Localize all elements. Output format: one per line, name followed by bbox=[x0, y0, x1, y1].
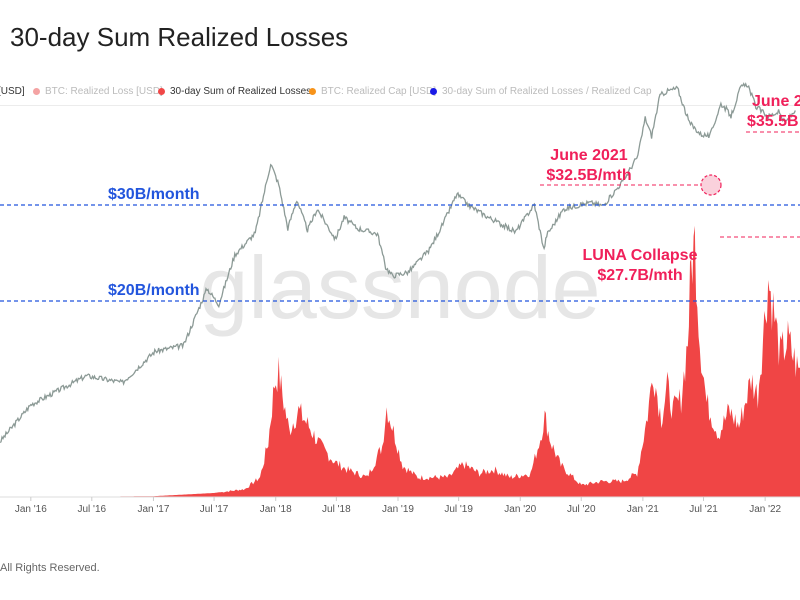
annotations-layer: June 2021 $32.5B/mth LUNA Collapse $27.7B/m… bbox=[540, 93, 800, 284]
loss-area-layer bbox=[0, 225, 800, 498]
x-tick-label-11: Jul '21 bbox=[689, 504, 718, 515]
june-2021-value: $32.5B/mth bbox=[546, 167, 631, 184]
price-line-series bbox=[0, 82, 796, 444]
x-tick-label-8: Jan '20 bbox=[504, 504, 536, 515]
legend-label-price: [USD] bbox=[0, 86, 25, 97]
legend-label-realized-loss: BTC: Realized Loss [USD] bbox=[45, 86, 163, 97]
x-tick-label-12: Jan '22 bbox=[749, 504, 781, 515]
legend-divider bbox=[0, 105, 800, 106]
june-2021-title: June 2021 bbox=[550, 147, 627, 164]
legend-item-realized-loss[interactable]: BTC: Realized Loss [USD] bbox=[33, 86, 163, 97]
x-tick-label-2: Jan '17 bbox=[137, 504, 169, 515]
june-2022-title: June 2 bbox=[752, 93, 800, 110]
x-tick-label-5: Jul '18 bbox=[322, 504, 351, 515]
watermark: glassnode bbox=[199, 238, 600, 337]
chart-title: 30-day Sum Realized Losses bbox=[10, 22, 349, 52]
x-tick-label-4: Jan '18 bbox=[260, 504, 292, 515]
x-tick-label-7: Jul '19 bbox=[444, 504, 473, 515]
legend-item-losses-over-cap[interactable]: 30-day Sum of Realized Losses / Realized… bbox=[430, 86, 652, 97]
chart-legend: [USD] BTC: Realized Loss [USD] 30-day Su… bbox=[0, 86, 800, 102]
loss-area-series bbox=[0, 225, 800, 498]
legend-label-losses-over-cap: 30-day Sum of Realized Losses / Realized… bbox=[442, 86, 652, 97]
x-tick-label-0: Jan '16 bbox=[15, 504, 47, 515]
luna-value: $27.7B/mth bbox=[597, 267, 682, 284]
legend-item-price[interactable]: [USD] bbox=[0, 86, 25, 97]
x-tick-label-1: Jul '16 bbox=[77, 504, 106, 515]
legend-dot-losses-over-cap bbox=[430, 88, 437, 95]
reference-lines-layer: $30B/month $20B/month bbox=[0, 186, 800, 302]
legend-dot-30d-sum-losses bbox=[158, 88, 165, 95]
x-tick-label-6: Jan '19 bbox=[382, 504, 414, 515]
price-line-layer bbox=[0, 82, 796, 444]
luna-title: LUNA Collapse bbox=[583, 247, 698, 264]
legend-dot-realized-cap bbox=[309, 88, 316, 95]
june-2021-peak-marker bbox=[700, 174, 722, 196]
x-axis: Jan '16 Jul '16 Jan '17 Jul '17 Jan '18 Jul '… bbox=[0, 496, 800, 515]
june-2022-value: $35.5B bbox=[747, 113, 799, 130]
copyright-footer: All Rights Reserved. bbox=[0, 562, 100, 574]
legend-item-30d-sum-losses[interactable]: 30-day Sum of Realized Losses bbox=[158, 86, 311, 97]
legend-item-realized-cap[interactable]: BTC: Realized Cap [USD] bbox=[309, 86, 436, 97]
x-tick-label-9: Jul '20 bbox=[567, 504, 596, 515]
x-tick-label-3: Jul '17 bbox=[200, 504, 229, 515]
legend-label-realized-cap: BTC: Realized Cap [USD] bbox=[321, 86, 437, 97]
legend-dot-realized-loss bbox=[33, 88, 40, 95]
reference-label-0: $30B/month bbox=[108, 186, 200, 203]
reference-label-1: $20B/month bbox=[108, 282, 200, 299]
x-tick-label-10: Jan '21 bbox=[627, 504, 659, 515]
legend-label-30d-sum-losses: 30-day Sum of Realized Losses bbox=[170, 86, 312, 97]
